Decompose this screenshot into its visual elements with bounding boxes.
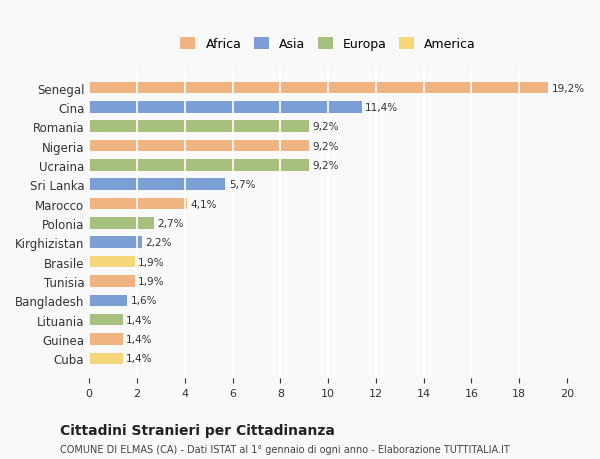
Bar <box>89 160 309 171</box>
Text: COMUNE DI ELMAS (CA) - Dati ISTAT al 1° gennaio di ogni anno - Elaborazione TUTT: COMUNE DI ELMAS (CA) - Dati ISTAT al 1° … <box>60 444 510 454</box>
Text: 1,9%: 1,9% <box>138 257 165 267</box>
Text: 2,2%: 2,2% <box>145 238 172 248</box>
Text: 4,1%: 4,1% <box>191 199 217 209</box>
Legend: Africa, Asia, Europa, America: Africa, Asia, Europa, America <box>177 34 479 55</box>
Text: 19,2%: 19,2% <box>551 84 584 93</box>
Text: 5,7%: 5,7% <box>229 180 256 190</box>
Bar <box>89 314 122 326</box>
Bar <box>89 237 142 248</box>
Text: Cittadini Stranieri per Cittadinanza: Cittadini Stranieri per Cittadinanza <box>60 423 335 437</box>
Text: 11,4%: 11,4% <box>365 103 398 112</box>
Text: 9,2%: 9,2% <box>313 122 339 132</box>
Bar <box>89 334 122 345</box>
Bar <box>89 179 226 190</box>
Bar <box>89 121 309 133</box>
Bar <box>89 275 134 287</box>
Text: 1,4%: 1,4% <box>126 334 153 344</box>
Bar <box>89 102 362 113</box>
Text: 1,6%: 1,6% <box>131 296 158 306</box>
Text: 1,4%: 1,4% <box>126 353 153 364</box>
Text: 1,4%: 1,4% <box>126 315 153 325</box>
Bar <box>89 218 154 229</box>
Text: 1,9%: 1,9% <box>138 276 165 286</box>
Bar <box>89 83 548 94</box>
Text: 9,2%: 9,2% <box>313 141 339 151</box>
Bar <box>89 295 127 307</box>
Bar <box>89 198 187 210</box>
Bar <box>89 256 134 268</box>
Text: 9,2%: 9,2% <box>313 161 339 171</box>
Bar <box>89 140 309 152</box>
Bar <box>89 353 122 364</box>
Text: 2,7%: 2,7% <box>157 218 184 229</box>
